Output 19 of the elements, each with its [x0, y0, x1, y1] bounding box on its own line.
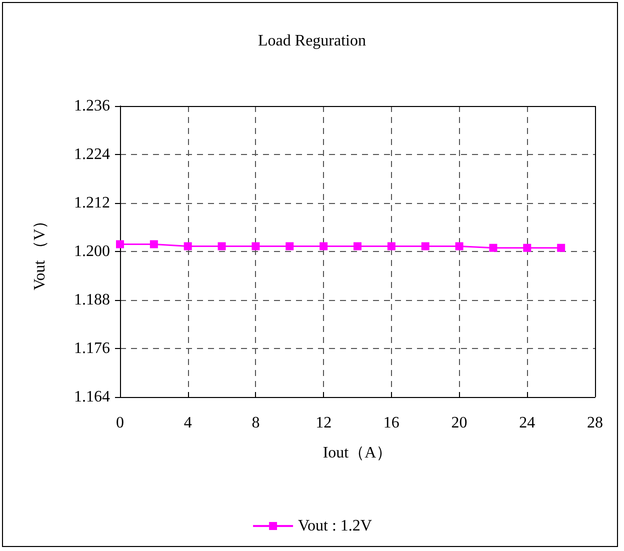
- x-tick-label: 8: [252, 414, 260, 432]
- x-tick-label: 20: [451, 414, 468, 432]
- x-tick-label: 24: [519, 414, 536, 432]
- x-tick-label: 4: [184, 414, 192, 432]
- chart-title: Load Reguration: [258, 32, 366, 50]
- y-tick-label: 1.176: [74, 340, 110, 357]
- x-axis-title: Iout（A）: [322, 444, 392, 462]
- y-tick-label: 1.236: [74, 98, 110, 114]
- x-tick-label: 0: [116, 414, 124, 432]
- y-tick-label: 1.224: [74, 146, 110, 163]
- y-tick-label: 1.200: [74, 243, 110, 260]
- legend-label: Vout : 1.2V: [298, 518, 372, 534]
- x-tick-label: 16: [383, 414, 400, 432]
- y-tick-label: 1.164: [74, 388, 110, 406]
- x-tick-label: 12: [316, 414, 332, 432]
- y-tick-label: 1.188: [74, 292, 110, 308]
- y-axis-title: Vout （V）: [32, 212, 48, 290]
- y-tick-label: 1.212: [74, 194, 110, 212]
- x-tick-label: 28: [587, 414, 603, 432]
